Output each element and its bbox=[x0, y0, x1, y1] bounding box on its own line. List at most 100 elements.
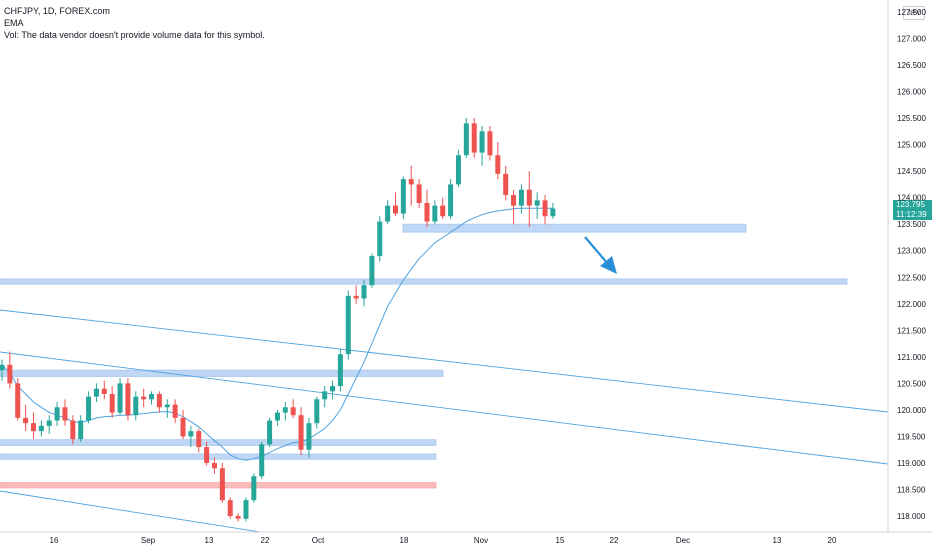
candle-body bbox=[526, 189, 532, 206]
zone-123-4[interactable] bbox=[402, 223, 747, 233]
candle bbox=[385, 200, 391, 225]
currency-badge[interactable]: JPY bbox=[903, 6, 925, 20]
candle-body bbox=[471, 123, 477, 153]
zone-122-4[interactable] bbox=[0, 278, 848, 285]
candle-body bbox=[196, 431, 202, 448]
time-tick-label: 18 bbox=[400, 536, 409, 545]
time-tick-label: 16 bbox=[50, 536, 59, 545]
candle bbox=[495, 141, 501, 180]
candle-body bbox=[204, 447, 210, 463]
candle bbox=[243, 497, 249, 522]
time-tick-label: 22 bbox=[261, 536, 270, 545]
price-tick-label: 125.000 bbox=[897, 141, 926, 150]
time-tick-label: 20 bbox=[828, 536, 837, 545]
candle-body bbox=[479, 131, 485, 153]
candle-body bbox=[361, 285, 367, 299]
candle-body bbox=[7, 364, 13, 384]
candle-body bbox=[314, 399, 320, 424]
candle bbox=[416, 179, 422, 209]
bar-countdown: 11:12:39 bbox=[896, 210, 927, 219]
candle bbox=[463, 118, 469, 158]
candle bbox=[487, 126, 493, 161]
time-tick-label: 13 bbox=[773, 536, 782, 545]
candle bbox=[314, 396, 320, 429]
candle-body bbox=[369, 256, 375, 286]
candle-body bbox=[463, 123, 469, 156]
candle bbox=[219, 462, 225, 503]
price-tick-label: 127.500 bbox=[897, 8, 926, 17]
price-tick-label: 127.000 bbox=[897, 34, 926, 43]
candle-body bbox=[518, 189, 524, 206]
candle bbox=[30, 412, 36, 440]
price-tick-label: 118.500 bbox=[897, 486, 926, 495]
candle bbox=[290, 399, 296, 418]
last-price-tag: 123.795 11:12:39 bbox=[893, 200, 932, 220]
ema-indicator-label[interactable]: EMA bbox=[4, 18, 24, 28]
price-tick-label: 122.000 bbox=[897, 300, 926, 309]
zone-119-4[interactable] bbox=[0, 439, 437, 446]
candle bbox=[542, 195, 548, 225]
candle bbox=[235, 513, 241, 522]
candle bbox=[149, 391, 155, 405]
candle bbox=[211, 457, 217, 474]
candle-body bbox=[337, 354, 343, 387]
candle-body bbox=[503, 173, 509, 196]
price-tick-label: 125.500 bbox=[897, 114, 926, 123]
candle bbox=[518, 184, 524, 214]
candle-body bbox=[164, 404, 170, 408]
candle bbox=[188, 425, 194, 448]
candle bbox=[204, 441, 210, 466]
candle bbox=[369, 253, 375, 288]
trend-line-3[interactable] bbox=[0, 490, 261, 533]
price-tick-label: 119.000 bbox=[897, 459, 926, 468]
candle bbox=[70, 415, 76, 445]
candle bbox=[117, 378, 123, 416]
candle bbox=[164, 399, 170, 418]
candle bbox=[125, 378, 131, 421]
candle bbox=[298, 407, 304, 456]
trend-line-1[interactable] bbox=[0, 309, 889, 413]
candle-body bbox=[101, 388, 107, 394]
candle-body bbox=[448, 184, 454, 217]
price-tick-label: 121.000 bbox=[897, 353, 926, 362]
candle bbox=[503, 165, 509, 201]
candle bbox=[345, 290, 351, 360]
candle bbox=[46, 415, 52, 434]
candle bbox=[337, 348, 343, 392]
support-resistance-zones bbox=[0, 223, 848, 489]
price-tick-label: 126.000 bbox=[897, 88, 926, 97]
chart-legend: CHFJPY, 1D, FOREX.com EMA Vol: The data … bbox=[4, 5, 265, 41]
trend-line-2[interactable] bbox=[0, 351, 889, 465]
candle-body bbox=[133, 396, 139, 416]
candle-body bbox=[109, 394, 115, 413]
candle-body bbox=[511, 195, 517, 206]
candle-body bbox=[243, 500, 249, 519]
candle-body bbox=[393, 205, 398, 214]
candle-body bbox=[54, 407, 60, 421]
candle-body bbox=[322, 391, 328, 400]
symbol-title: CHFJPY, 1D, FOREX.com bbox=[4, 6, 110, 16]
time-tick-label: Oct bbox=[312, 536, 325, 545]
zone-120-7[interactable] bbox=[0, 369, 444, 377]
price-tick-label: 118.000 bbox=[897, 512, 926, 521]
candle bbox=[322, 386, 328, 408]
candle-body bbox=[93, 388, 99, 397]
candle-body bbox=[227, 500, 233, 517]
candle bbox=[306, 417, 312, 458]
ema-line[interactable] bbox=[1, 207, 553, 461]
candle bbox=[511, 189, 517, 225]
candle bbox=[86, 391, 92, 424]
price-tick-label: 122.500 bbox=[897, 273, 926, 282]
candle bbox=[54, 401, 60, 426]
candle bbox=[377, 216, 383, 262]
candle bbox=[62, 399, 68, 426]
candle-body bbox=[330, 386, 336, 392]
arrow-shaft[interactable] bbox=[584, 236, 609, 265]
candle-body bbox=[235, 516, 241, 519]
zone-118-6[interactable] bbox=[0, 482, 437, 489]
candle-body bbox=[86, 396, 92, 421]
candle-body bbox=[385, 205, 391, 222]
candle-body bbox=[282, 407, 288, 413]
zone-119-1[interactable] bbox=[0, 453, 437, 460]
